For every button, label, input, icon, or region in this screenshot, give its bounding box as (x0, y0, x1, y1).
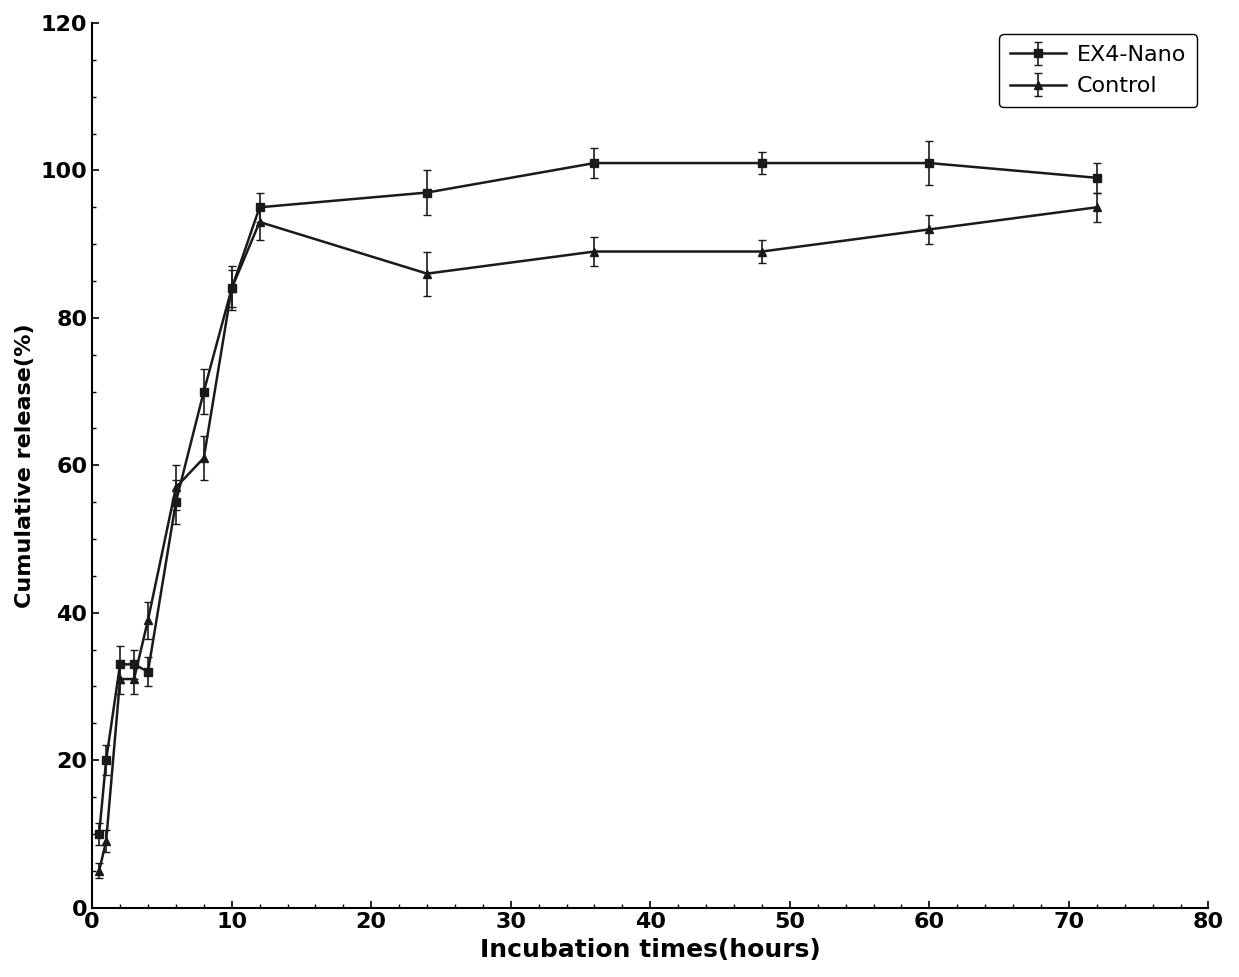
X-axis label: Incubation times(hours): Incubation times(hours) (479, 938, 820, 962)
Legend: EX4-Nano, Control: EX4-Nano, Control (999, 34, 1197, 107)
Y-axis label: Cumulative release(%): Cumulative release(%) (15, 323, 35, 608)
